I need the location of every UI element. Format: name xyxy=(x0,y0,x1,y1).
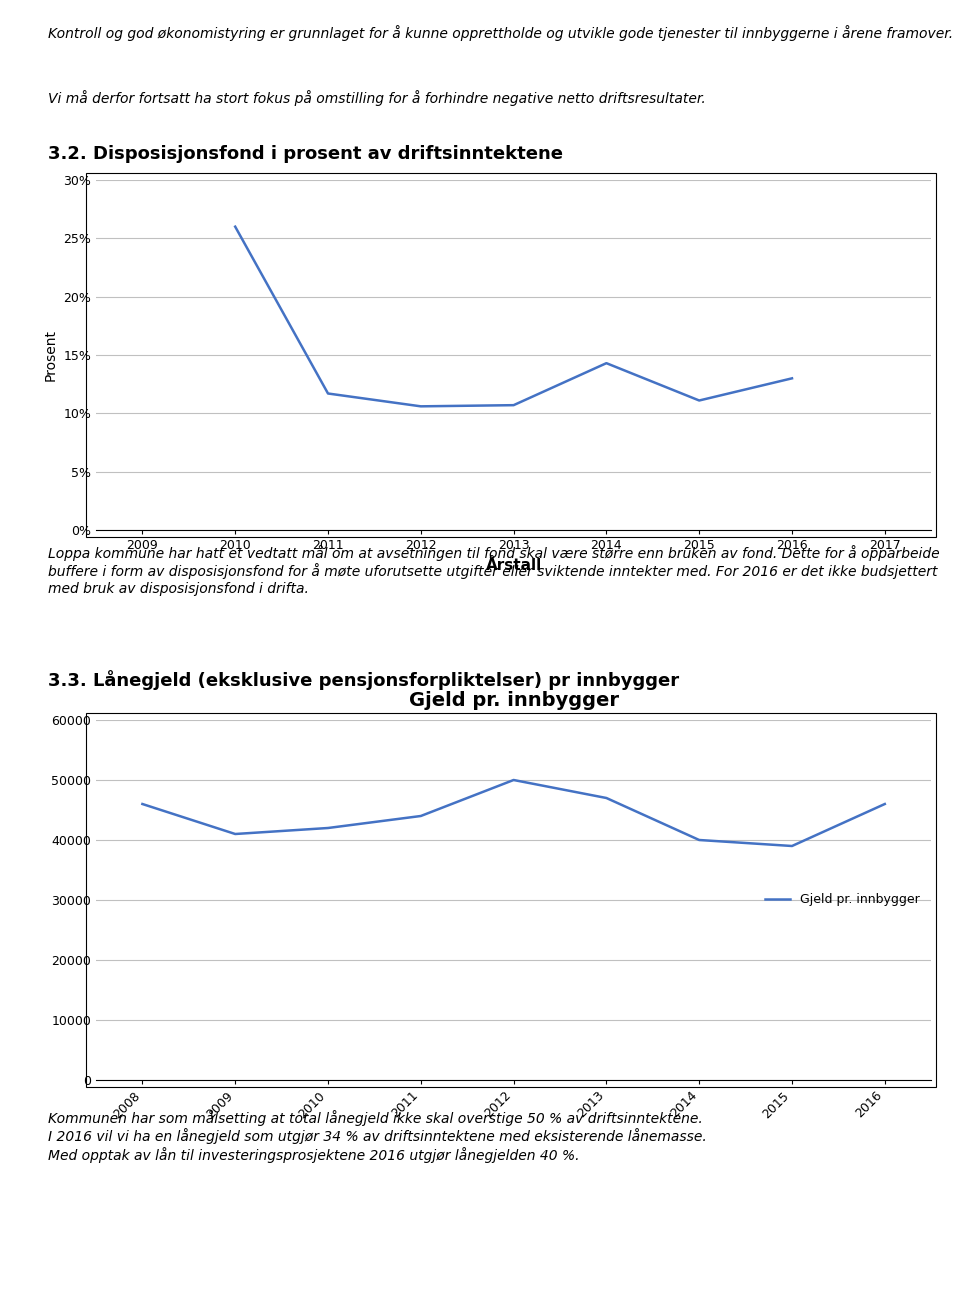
Text: 3.3. Lånegjeld (eksklusive pensjonsforpliktelser) pr innbygger: 3.3. Lånegjeld (eksklusive pensjonsforpl… xyxy=(48,670,679,691)
Text: Kontroll og god økonomistyring er grunnlaget for å kunne opprettholde og utvikle: Kontroll og god økonomistyring er grunnl… xyxy=(48,25,953,41)
X-axis label: Årstall: Årstall xyxy=(486,557,541,573)
Text: Kommunen har som målsetting at total lånegjeld ikke skal overstige 50 % av drift: Kommunen har som målsetting at total lån… xyxy=(48,1110,707,1163)
Legend: Gjeld pr. innbygger: Gjeld pr. innbygger xyxy=(760,888,924,912)
Y-axis label: Prosent: Prosent xyxy=(44,330,58,381)
Text: 3.2. Disposisjonsfond i prosent av driftsinntektene: 3.2. Disposisjonsfond i prosent av drift… xyxy=(48,145,563,164)
Text: Loppa kommune har hatt et vedtatt mål om at avsetningen til fond skal være størr: Loppa kommune har hatt et vedtatt mål om… xyxy=(48,545,940,595)
Title: Gjeld pr. innbygger: Gjeld pr. innbygger xyxy=(409,691,618,710)
Text: Vi må derfor fortsatt ha stort fokus på omstilling for å forhindre negative nett: Vi må derfor fortsatt ha stort fokus på … xyxy=(48,90,706,106)
